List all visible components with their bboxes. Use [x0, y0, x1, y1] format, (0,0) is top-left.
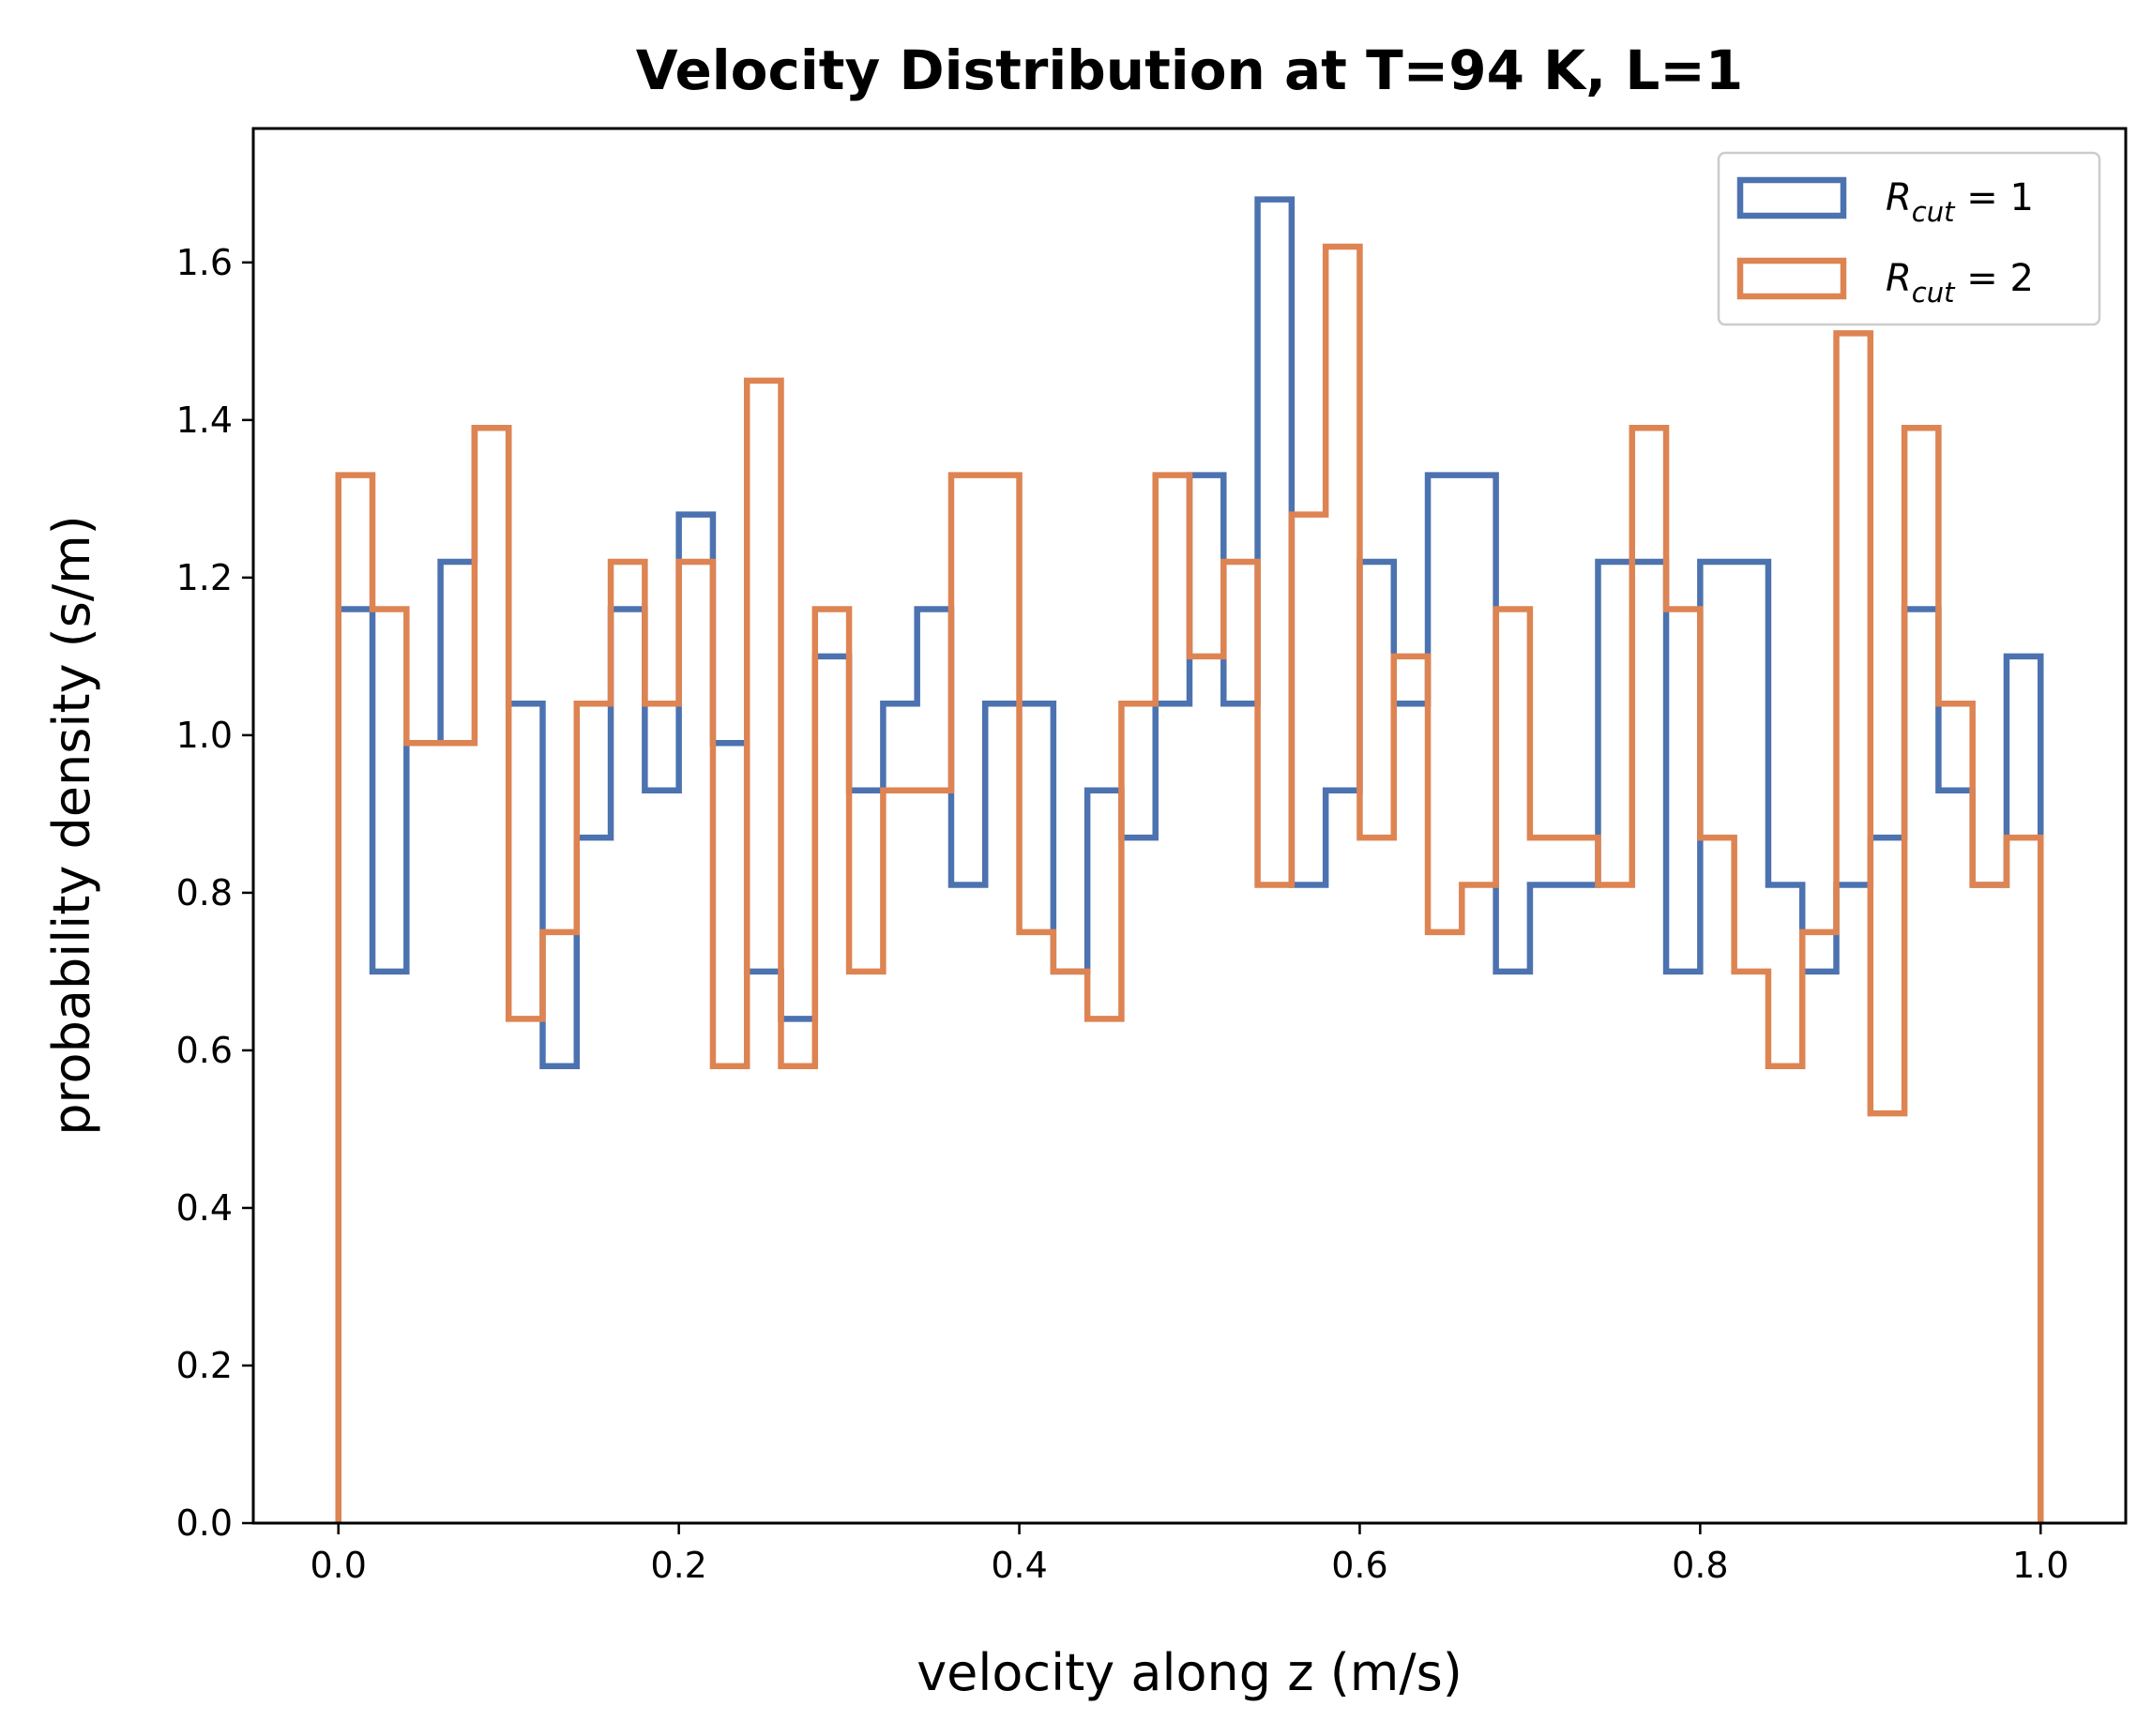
legend-swatch-1: [1736, 176, 1847, 219]
y-axis-label: probability density (s/m): [42, 515, 101, 1136]
x-tick-label: 0.0: [311, 1545, 367, 1586]
chart-title: Velocity Distribution at T=94 K, L=1: [636, 38, 1743, 102]
y-tick-label: 1.2: [176, 557, 233, 598]
legend-label-subscript: cut: [1912, 196, 1956, 228]
histogram-series-2: [335, 243, 2044, 1523]
plot-frame: [251, 127, 2128, 1525]
y-tick-label: 0.8: [176, 872, 233, 913]
y-tick-label: 1.4: [176, 400, 233, 441]
y-tick-label: 0.6: [176, 1030, 233, 1071]
x-tick-label: 0.2: [650, 1545, 706, 1586]
y-axis-ticks: 0.0 0.2 0.4 0.6 0.8 1.0 1.2 1.4 1.6: [176, 242, 253, 1544]
legend-label-2: Rcut = 2: [1886, 257, 2034, 309]
x-tick-label: 1.0: [2012, 1545, 2069, 1586]
y-tick-label: 0.0: [176, 1502, 233, 1544]
y-tick-label: 0.2: [176, 1345, 233, 1386]
legend-label-main: R: [1886, 176, 1912, 219]
x-tick-label: 0.8: [1672, 1545, 1728, 1586]
legend-label-main: R: [1886, 257, 1912, 300]
y-tick-label: 0.4: [176, 1187, 233, 1229]
x-axis-label: velocity along z (m/s): [917, 1643, 1462, 1702]
legend-label-rest: = 2: [1955, 257, 2034, 300]
series-layer: [335, 196, 2044, 1523]
x-tick-label: 0.6: [1331, 1545, 1387, 1586]
legend-label-1: Rcut = 1: [1886, 176, 2034, 228]
legend-label-subscript: cut: [1912, 277, 1956, 309]
legend-label-rest: = 1: [1955, 176, 2034, 219]
legend-frame: [1717, 151, 2101, 326]
y-tick-label: 1.6: [176, 242, 233, 283]
y-tick-label: 1.0: [176, 715, 233, 756]
legend-swatch-2: [1736, 257, 1847, 300]
x-axis-ticks: 0.0 0.2 0.4 0.6 0.8 1.0: [311, 1523, 2069, 1586]
x-tick-label: 0.4: [991, 1545, 1047, 1586]
